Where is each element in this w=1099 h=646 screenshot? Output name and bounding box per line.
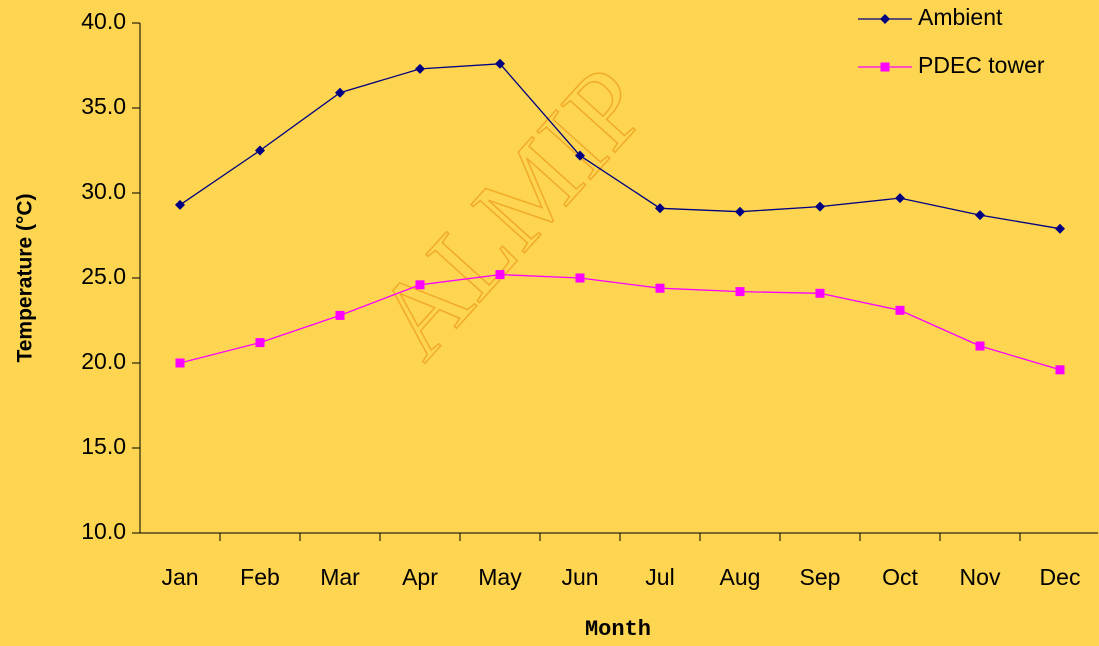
data-point <box>895 193 905 204</box>
x-tick-label: Sep <box>800 564 841 590</box>
data-point <box>255 145 265 156</box>
y-tick-label: 40.0 <box>81 8 126 34</box>
data-point <box>815 201 825 212</box>
legend-label: PDEC tower <box>918 52 1045 78</box>
data-point <box>175 358 185 368</box>
data-point <box>1055 365 1065 375</box>
data-point <box>575 273 585 283</box>
x-tick-label: Oct <box>882 564 918 590</box>
data-point <box>415 280 425 290</box>
data-point <box>415 63 425 74</box>
x-tick-label: Jun <box>561 564 598 590</box>
x-tick-label: Jan <box>161 564 198 590</box>
data-point <box>655 203 665 214</box>
legend-marker <box>880 62 890 72</box>
data-point <box>735 287 745 297</box>
data-point <box>495 270 505 280</box>
y-axis-label: Temperature (°C) <box>14 193 37 362</box>
data-point <box>975 210 985 221</box>
y-tick-label: 35.0 <box>81 93 126 119</box>
x-tick-label: Dec <box>1040 564 1081 590</box>
data-point <box>175 199 185 210</box>
x-tick-label: Apr <box>402 564 438 590</box>
series-line <box>179 273 1061 371</box>
legend-marker <box>880 14 890 24</box>
data-point <box>1055 223 1065 234</box>
data-point <box>655 283 665 293</box>
data-point <box>255 338 265 348</box>
series-line <box>179 63 1061 230</box>
y-tick-label: 15.0 <box>81 433 126 459</box>
x-tick-label: Nov <box>960 564 1001 590</box>
data-point <box>575 150 585 161</box>
x-tick-label: Mar <box>320 564 360 590</box>
legend-label: Ambient <box>918 4 1003 30</box>
y-tick-label: 10.0 <box>81 518 126 544</box>
y-tick-label: 20.0 <box>81 348 126 374</box>
data-point <box>975 341 985 351</box>
x-tick-label: Feb <box>240 564 280 590</box>
x-tick-label: May <box>478 564 522 590</box>
data-point <box>895 305 905 315</box>
x-axis-label: Month <box>585 617 651 642</box>
data-point <box>815 288 825 298</box>
y-tick-label: 25.0 <box>81 263 126 289</box>
data-point <box>335 87 345 98</box>
x-tick-label: Aug <box>720 564 761 590</box>
x-tick-label: Jul <box>645 564 674 590</box>
data-point <box>495 58 505 69</box>
y-tick-label: 30.0 <box>81 178 126 204</box>
data-point <box>335 310 345 320</box>
data-point <box>735 206 745 217</box>
